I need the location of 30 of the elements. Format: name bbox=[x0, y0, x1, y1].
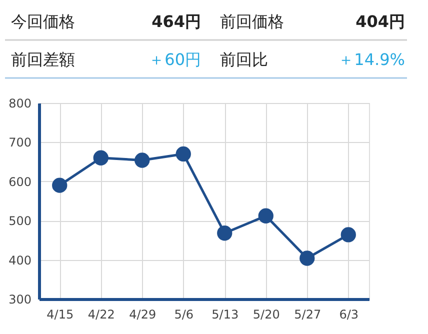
y-tick-label: 400 bbox=[8, 253, 32, 268]
x-tick-label: 6/3 bbox=[339, 308, 359, 322]
y-tick-label: 500 bbox=[8, 214, 32, 228]
y-tick-label: 600 bbox=[8, 174, 32, 189]
y-tick-label: 300 bbox=[8, 292, 32, 306]
text: 今回価格 bbox=[11, 12, 75, 31]
y-tick-label: 800 bbox=[8, 96, 32, 110]
point bbox=[217, 226, 232, 241]
point bbox=[340, 227, 356, 242]
point bbox=[300, 250, 315, 266]
text: 464円 bbox=[152, 12, 201, 31]
text: 前回価格 bbox=[220, 12, 284, 31]
point bbox=[93, 150, 108, 166]
x-tick-label: 5/6 bbox=[174, 308, 194, 322]
x-tick-label: 5/13 bbox=[212, 308, 239, 322]
text: 前回比 bbox=[220, 50, 268, 69]
x-tick-label: 5/27 bbox=[294, 308, 322, 322]
point bbox=[176, 146, 191, 162]
x-tick-label: 4/29 bbox=[129, 308, 156, 322]
x-tick-label: 5/20 bbox=[252, 308, 280, 322]
point bbox=[134, 152, 150, 168]
x-tick-label: 4/15 bbox=[46, 308, 74, 322]
point bbox=[52, 178, 68, 193]
point bbox=[258, 208, 274, 224]
text: ＋60円 bbox=[148, 50, 201, 69]
text: ＋14.9% bbox=[338, 50, 405, 69]
text: 前回差額 bbox=[11, 50, 75, 69]
text: 404円 bbox=[356, 12, 405, 31]
x-tick-label: 4/22 bbox=[88, 308, 115, 322]
y-tick-label: 700 bbox=[8, 136, 32, 150]
